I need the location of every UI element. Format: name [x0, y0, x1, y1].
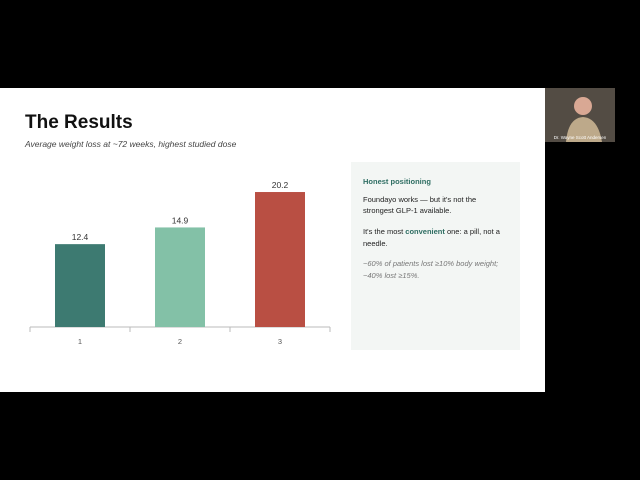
x-tick-label: 2 — [178, 337, 182, 346]
panel-note: ~60% of patients lost ≥10% body weight; … — [363, 259, 499, 280]
panel-paragraph: It's the most convenient one: a pill, no… — [363, 226, 508, 249]
slide-title: The Results — [25, 112, 133, 133]
panel-heading: Honest positioning — [363, 177, 431, 186]
value-label: 20.2 — [272, 180, 289, 190]
side-panel: Honest positioning Foundayo works — but … — [351, 162, 520, 350]
x-axis-ticks — [29, 327, 331, 332]
slide-subtitle: Average weight loss at ~72 weeks, highes… — [24, 139, 237, 149]
text: one: a pill, not a needle. — [363, 226, 500, 248]
bar — [55, 244, 105, 327]
x-tick-label: 1 — [78, 337, 82, 346]
value-label: 14.9 — [172, 215, 189, 225]
bar — [155, 227, 205, 327]
bar — [255, 192, 305, 327]
participant-head — [574, 97, 592, 115]
text: It's the most — [363, 226, 406, 236]
x-tick-label: 3 — [278, 337, 282, 346]
value-label: 12.4 — [72, 232, 89, 242]
participant-name: Dr. Wayne Scott Andersen — [554, 135, 607, 140]
participant-body — [566, 117, 602, 142]
panel-paragraph: Foundayo works — but it's not the strong… — [363, 194, 477, 216]
emphasis: convenient — [405, 226, 445, 236]
